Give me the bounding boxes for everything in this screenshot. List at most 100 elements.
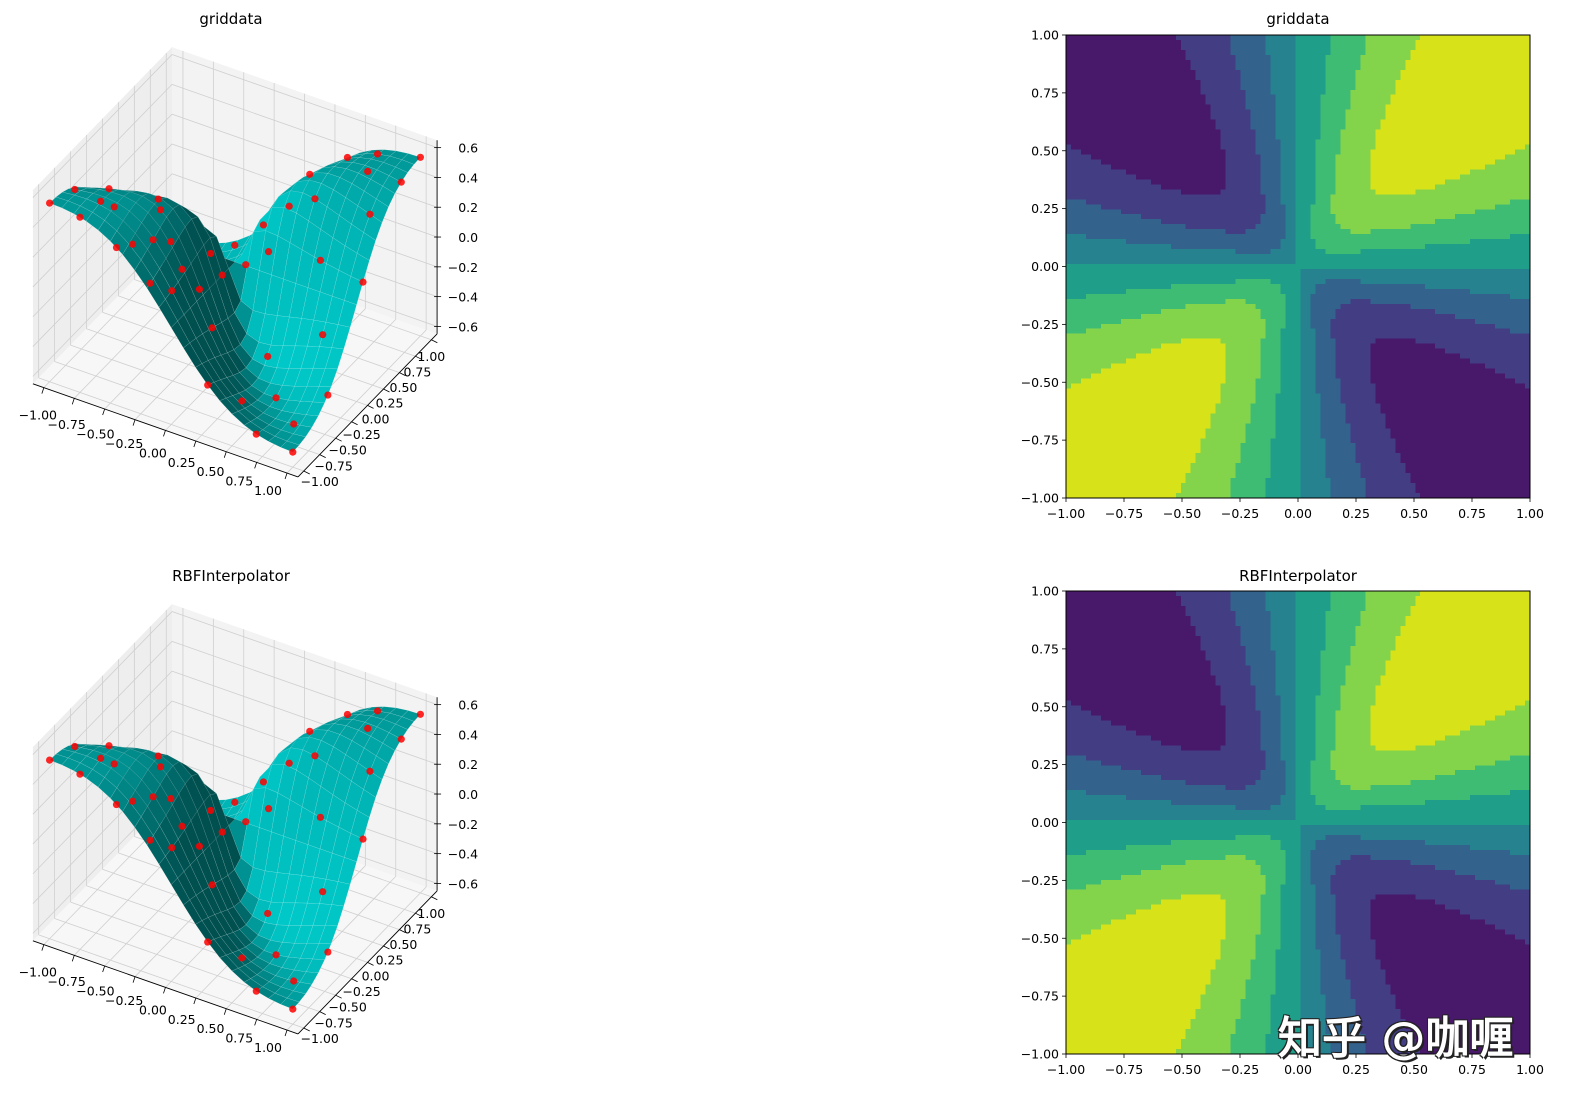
contour-cell [1300, 293, 1307, 300]
contour-cell [1085, 89, 1092, 96]
contour-cell [1225, 249, 1232, 255]
contour-cell [1270, 273, 1277, 280]
contour-cell [1180, 453, 1187, 459]
contour-cell [1140, 333, 1147, 340]
contour-cell [1080, 313, 1087, 320]
contour-cell [1090, 448, 1097, 454]
contour-cell [1170, 273, 1177, 280]
contour-cell [1220, 164, 1227, 171]
contour-cell [1110, 219, 1117, 225]
contour-cell [1280, 59, 1287, 66]
contour-cell [1135, 363, 1142, 370]
contour-cell [1170, 134, 1177, 141]
contour-cell [1190, 398, 1197, 405]
contour-cell [1095, 189, 1102, 195]
contour-cell [1260, 293, 1267, 300]
contour-cell [1290, 358, 1297, 365]
contour-cell [1270, 433, 1277, 439]
contour-cell [1110, 463, 1117, 469]
contour-cell [1235, 154, 1242, 161]
contour-cell [1295, 463, 1302, 469]
contour-cell [1130, 39, 1137, 46]
contour-cell [1075, 358, 1082, 365]
contour-cell [1190, 368, 1197, 375]
contour-cell [1120, 433, 1127, 439]
contour-cell [1255, 303, 1262, 310]
contour-cell [1165, 234, 1172, 240]
contour-cell [1120, 64, 1127, 71]
contour-cell [1160, 373, 1167, 380]
contour-cell [1205, 308, 1212, 315]
contour-cell [1205, 239, 1212, 245]
contour-cell [1100, 393, 1107, 400]
contour-cell [1230, 318, 1237, 325]
contour-cell [1140, 44, 1147, 51]
contour-cell [1255, 268, 1262, 275]
contour-cell [1240, 74, 1247, 81]
contour-cell [1295, 134, 1302, 141]
contour-cell [1270, 323, 1277, 330]
contour-cell [1075, 423, 1082, 429]
contour-cell [1095, 293, 1102, 300]
contour-cell [1290, 278, 1297, 285]
contour-cell [1165, 483, 1172, 489]
contour-cell [1150, 49, 1157, 56]
contour-cell [1135, 149, 1142, 156]
contour-cell [1220, 453, 1227, 459]
contour-cell [1135, 54, 1142, 61]
sample-point [128, 240, 137, 248]
contour-cell [1130, 303, 1137, 310]
contour-cell [1155, 64, 1162, 71]
contour-cell [1210, 283, 1217, 290]
contour-cell [1155, 468, 1162, 474]
contour-cell [1125, 194, 1132, 200]
contour-cell [1290, 129, 1297, 136]
contour-cell [1100, 483, 1107, 489]
contour-cell [1205, 214, 1212, 220]
contour-cell [1105, 313, 1112, 320]
contour-cell [1130, 259, 1137, 265]
contour-cell [1270, 134, 1277, 141]
contour-cell [1275, 264, 1282, 270]
contour-cell [1150, 114, 1157, 121]
contour-cell [1215, 338, 1222, 345]
contour-cell [1270, 428, 1277, 434]
contour-cell [1240, 139, 1247, 146]
contour-cell [1205, 463, 1212, 469]
contour-cell [1270, 104, 1277, 111]
contour-cell [1150, 483, 1157, 489]
contour-cell [1120, 308, 1127, 315]
contour-cell [1165, 423, 1172, 429]
contour-cell [1220, 129, 1227, 136]
contour-cell [1075, 458, 1082, 464]
contour-cell [1195, 99, 1202, 106]
surface-plot-griddata[interactable]: −1.00−1.00−0.75−0.75−0.50−0.50−0.25−0.25… [19, 47, 478, 498]
contour-cell [1225, 259, 1232, 265]
contour-cell [1250, 368, 1257, 375]
contour-cell [1170, 358, 1177, 365]
contour-cell [1080, 283, 1087, 290]
contour-cell [1270, 473, 1277, 479]
contour-cell [1200, 189, 1207, 195]
contour-cell [1170, 174, 1177, 180]
contour-cell [1290, 468, 1297, 474]
contour-cell [1125, 333, 1132, 340]
contour-cell [1165, 303, 1172, 310]
contour-cell [1205, 338, 1212, 345]
contour-cell [1085, 104, 1092, 111]
contour-cell [1175, 288, 1182, 295]
contour-cell [1160, 99, 1167, 106]
contour-cell [1245, 438, 1252, 444]
contour-cell [1140, 428, 1147, 434]
contour-cell [1095, 418, 1102, 424]
contour-cell [1085, 69, 1092, 76]
contour-cell [1285, 403, 1292, 409]
contour-cell [1215, 104, 1222, 111]
contour-cell [1255, 278, 1262, 285]
contour-cell [1195, 488, 1202, 494]
contour-cell [1195, 433, 1202, 439]
contour-cell [1245, 373, 1252, 380]
contour-cell [1250, 458, 1257, 464]
contour-cell [1115, 333, 1122, 340]
contour-cell [1285, 313, 1292, 320]
